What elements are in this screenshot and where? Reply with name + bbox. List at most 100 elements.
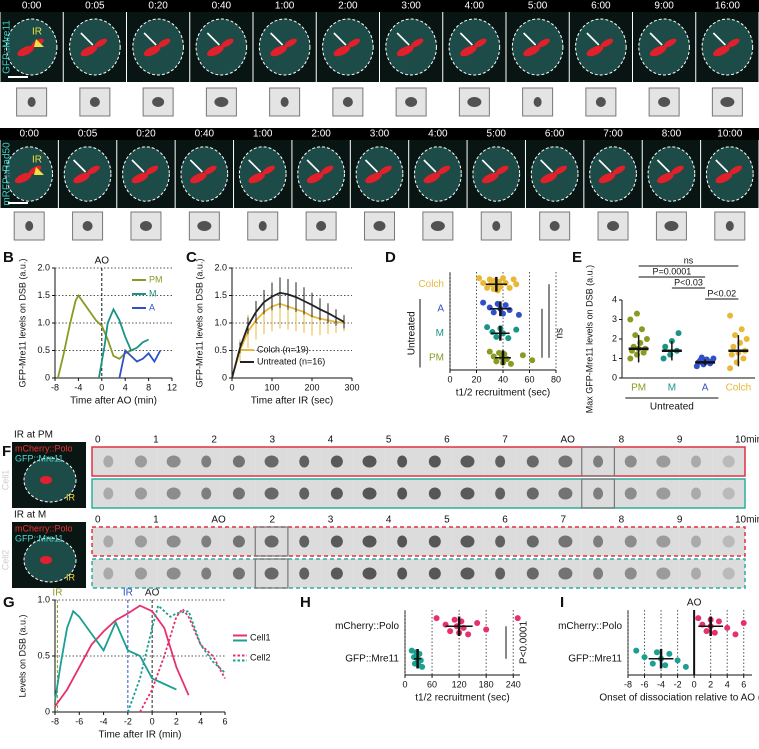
chromosome bbox=[262, 165, 275, 175]
spot bbox=[134, 455, 147, 468]
time-label: 1:00 bbox=[275, 1, 295, 12]
cell-label: Cell2 bbox=[0, 550, 10, 571]
arrow bbox=[656, 159, 670, 173]
dot bbox=[503, 355, 510, 362]
inset-spot bbox=[492, 221, 501, 231]
dot bbox=[507, 360, 514, 367]
x-axis-label: Onset of dissociation relative to AO (mi… bbox=[599, 693, 759, 704]
spot bbox=[656, 567, 671, 580]
spot bbox=[330, 535, 343, 548]
frame bbox=[679, 479, 713, 508]
x-tick-label: -4 bbox=[74, 382, 82, 392]
chromosome bbox=[94, 38, 108, 48]
reference-label: IR bbox=[52, 588, 62, 599]
spot bbox=[460, 567, 475, 580]
chromosome bbox=[207, 45, 224, 57]
spot bbox=[624, 455, 637, 468]
dot bbox=[484, 324, 491, 331]
chromosome bbox=[284, 38, 297, 48]
dot bbox=[627, 316, 634, 323]
group-label: Untreated bbox=[407, 311, 418, 355]
dot bbox=[506, 284, 513, 291]
chromosome bbox=[17, 45, 34, 57]
category-label: GFP::Mre11 bbox=[345, 653, 399, 664]
ao-frame bbox=[254, 526, 289, 557]
significance-label: ns bbox=[684, 255, 694, 265]
spot bbox=[397, 455, 408, 468]
dot bbox=[715, 618, 722, 625]
ir-label: IR bbox=[66, 492, 76, 502]
line bbox=[231, 291, 345, 379]
time-label: 5:00 bbox=[487, 129, 507, 140]
x-tick-label: -2 bbox=[674, 679, 682, 689]
dot bbox=[474, 620, 481, 626]
group-label: Untreated bbox=[650, 402, 694, 413]
spot bbox=[103, 487, 114, 500]
x-tick-label: 20 bbox=[471, 374, 481, 384]
spot bbox=[495, 535, 506, 548]
cell-label: Cell1 bbox=[0, 470, 10, 491]
x-tick-label: 40 bbox=[498, 374, 508, 384]
dot bbox=[408, 647, 415, 654]
arrow bbox=[586, 32, 600, 46]
time-label: 0:20 bbox=[148, 1, 168, 12]
frame bbox=[614, 527, 648, 556]
y-tick-label: 2 bbox=[612, 333, 617, 343]
spot bbox=[232, 535, 245, 548]
condition-label: IR at M bbox=[14, 510, 46, 521]
ao-frame bbox=[254, 558, 289, 589]
x-tick-label: 240 bbox=[506, 679, 521, 689]
arrow bbox=[333, 32, 347, 46]
spot bbox=[134, 487, 147, 500]
legend-label: A bbox=[149, 302, 155, 312]
timeline-label: 9 bbox=[677, 435, 683, 446]
chromosome bbox=[460, 45, 477, 57]
legend-label: PM bbox=[149, 274, 163, 284]
x-tick-label: -6 bbox=[75, 716, 83, 726]
spot bbox=[397, 535, 408, 548]
arrow bbox=[598, 159, 612, 173]
y-axis-label: Max GFP-Mre11 levels on DSB (a.u.) bbox=[584, 265, 594, 413]
cell-outline bbox=[589, 146, 637, 202]
y-tick-label: 3 bbox=[612, 314, 617, 324]
time-label: 6:00 bbox=[545, 129, 565, 140]
dot bbox=[506, 306, 513, 313]
x-tick-label: 0 bbox=[99, 382, 104, 392]
chromosome bbox=[379, 165, 392, 175]
spot bbox=[558, 567, 573, 580]
dot bbox=[641, 654, 648, 661]
dot bbox=[486, 348, 493, 355]
chromosome bbox=[157, 38, 171, 48]
spot bbox=[691, 487, 702, 500]
inset-spot bbox=[720, 97, 735, 107]
inset-spot bbox=[139, 221, 152, 231]
inset-spot bbox=[549, 221, 560, 231]
dot bbox=[653, 649, 660, 656]
frame bbox=[647, 447, 680, 476]
spot bbox=[593, 455, 604, 468]
dot bbox=[493, 358, 500, 365]
frame bbox=[614, 559, 648, 588]
x-tick-label: -4 bbox=[657, 679, 665, 689]
frame bbox=[92, 559, 125, 588]
dot bbox=[519, 352, 526, 359]
chromosome bbox=[40, 476, 52, 484]
spot bbox=[166, 535, 181, 548]
time-label: 0:40 bbox=[212, 1, 232, 12]
x-tick-label: 60 bbox=[524, 374, 534, 384]
spot bbox=[264, 455, 279, 468]
y-tick-label: 0.5 bbox=[214, 345, 227, 355]
dot bbox=[710, 355, 717, 362]
spot bbox=[526, 455, 539, 468]
dot bbox=[489, 329, 496, 336]
timeline-label: 3 bbox=[270, 435, 276, 446]
cell-outline bbox=[472, 146, 521, 202]
spot bbox=[593, 567, 604, 580]
spot bbox=[299, 535, 310, 548]
chromosome bbox=[221, 38, 234, 48]
dot bbox=[732, 332, 739, 339]
panel-letter: G bbox=[3, 594, 15, 611]
x-tick-label: -8 bbox=[51, 716, 59, 726]
dot bbox=[660, 355, 667, 362]
arrow bbox=[80, 32, 94, 46]
